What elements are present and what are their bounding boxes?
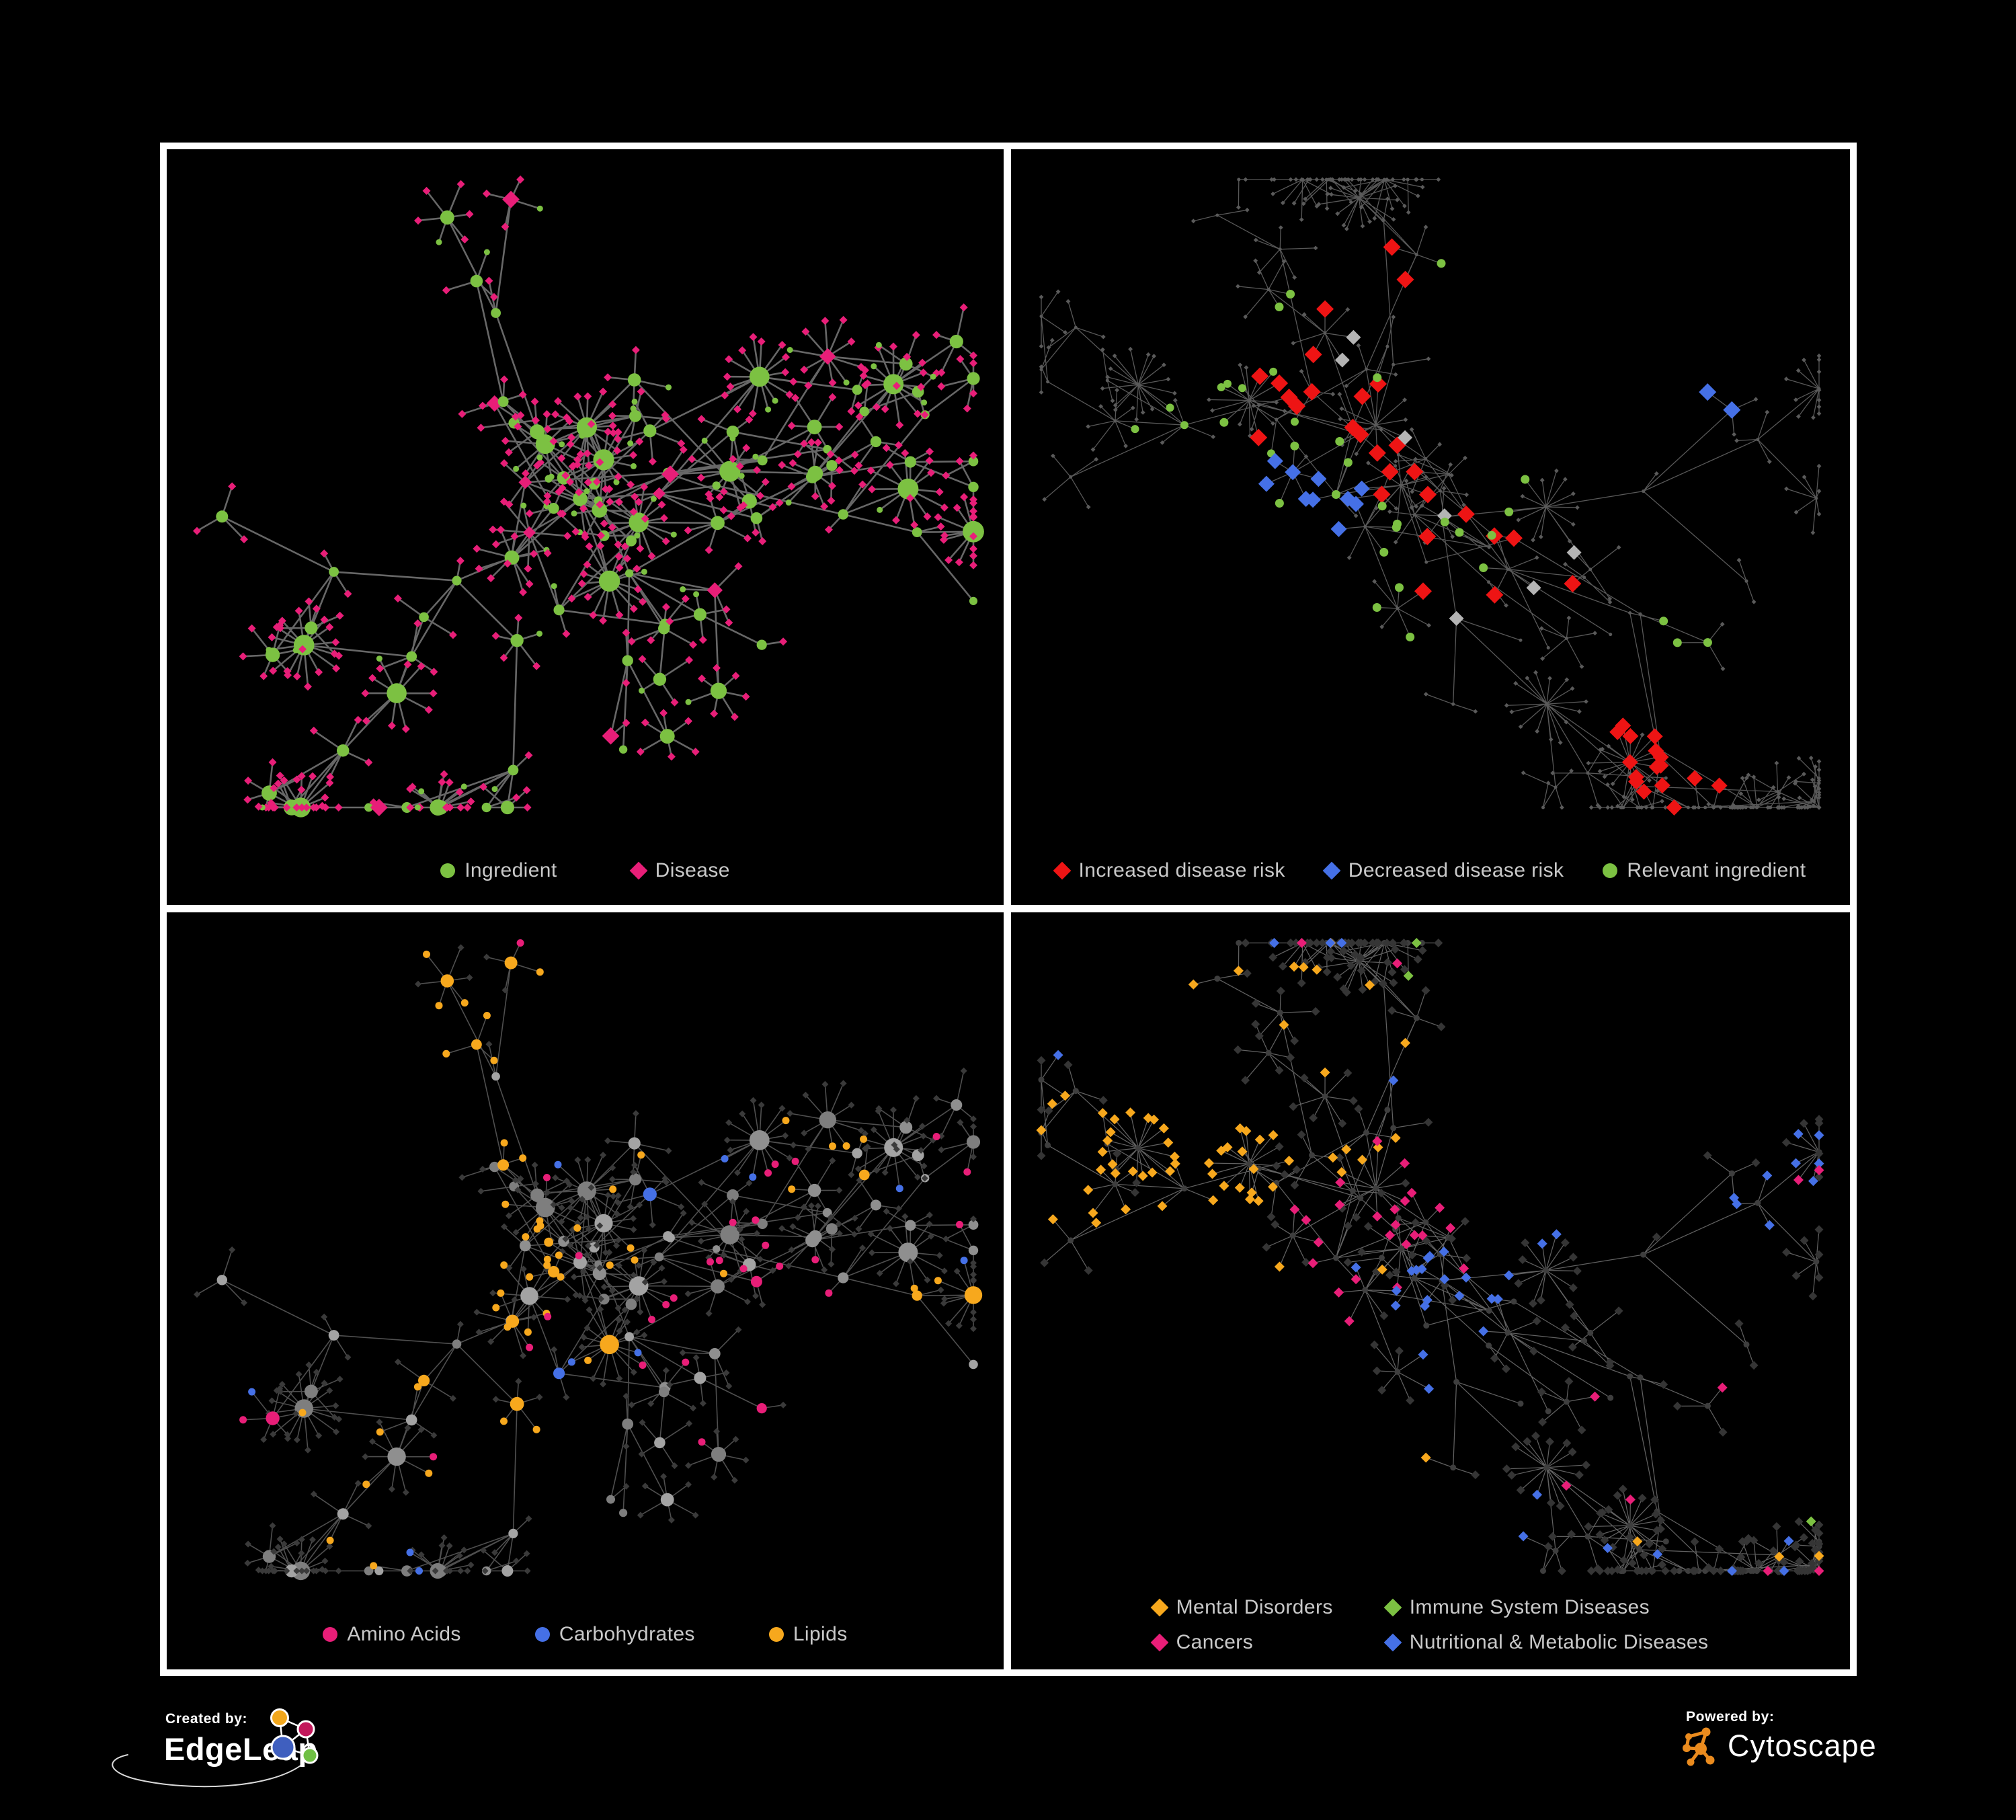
circle-marker-icon: [1603, 863, 1618, 878]
legend-label: Disease: [655, 859, 730, 881]
legend-label: Carbohydrates: [559, 1623, 695, 1645]
cytoscape-brand-row: Cytoscape: [1682, 1725, 1877, 1767]
legend-label: Ingredient: [465, 859, 557, 881]
legend-item: Ingredient: [440, 859, 557, 882]
legend-disease-categories: Mental Disorders Immune System Diseases Ca…: [1011, 1596, 1849, 1654]
diamond-marker-icon: [1383, 1633, 1402, 1652]
powered-by-label: Powered by:: [1686, 1709, 1775, 1725]
legend-disease-risk: Increased disease risk Decreased disease …: [1011, 859, 1849, 882]
legend-item: Relevant ingredient: [1603, 859, 1806, 882]
legend-label: Immune System Diseases: [1409, 1596, 1650, 1618]
network-canvas-ingredient-disease: [193, 175, 984, 818]
circle-marker-icon: [323, 1627, 338, 1642]
legend-item: Nutritional & Metabolic Diseases: [1383, 1631, 1709, 1654]
edgeleap-brand: EdgeLeap: [164, 1731, 318, 1767]
network-canvas-macronutrients: [194, 939, 983, 1581]
legend-item: Carbohydrates: [534, 1623, 695, 1646]
legend-item: Increased disease risk: [1053, 859, 1285, 882]
legend-item: Immune System Diseases: [1383, 1596, 1709, 1619]
circle-marker-icon: [768, 1627, 784, 1642]
network-canvas-disease-categories: [1036, 938, 1824, 1576]
circle-marker-icon: [440, 863, 456, 878]
diamond-marker-icon: [1150, 1598, 1168, 1617]
panel-macronutrients: Amino Acids Carbohydrates Lipids: [167, 912, 1004, 1669]
circle-marker-icon: [534, 1627, 550, 1642]
diamond-marker-icon: [1383, 1598, 1402, 1617]
cytoscape-logo-icon: [1683, 1727, 1715, 1766]
legend-label: Increased disease risk: [1078, 859, 1285, 881]
legend-label: Nutritional & Metabolic Diseases: [1409, 1631, 1709, 1653]
diamond-marker-icon: [1322, 861, 1341, 880]
created-by-label: Created by:: [165, 1711, 248, 1727]
panel-disease-categories: Mental Disorders Immune System Diseases Ca…: [1011, 912, 1849, 1669]
panel-ingredient-disease: Ingredient Disease: [167, 149, 1004, 905]
legend-label: Cancers: [1176, 1631, 1254, 1653]
legend-ingredient-disease: Ingredient Disease: [167, 859, 1004, 882]
legend-label: Decreased disease risk: [1348, 859, 1564, 881]
grid-divider-horizontal: [160, 905, 1857, 912]
legend-item: Lipids: [768, 1623, 848, 1646]
legend-label: Amino Acids: [347, 1623, 461, 1645]
diamond-marker-icon: [1150, 1633, 1168, 1652]
legend-macronutrients: Amino Acids Carbohydrates Lipids: [167, 1623, 1004, 1646]
legend-item: Disease: [629, 859, 730, 882]
legend-label: Relevant ingredient: [1627, 859, 1806, 881]
network-canvas-disease-risk: [1039, 177, 1822, 816]
panel-disease-risk: Increased disease risk Decreased disease …: [1011, 149, 1849, 905]
diamond-marker-icon: [629, 861, 648, 880]
cytoscape-brand: Cytoscape: [1728, 1729, 1877, 1763]
legend-item: Amino Acids: [323, 1623, 460, 1646]
legend-label: Lipids: [793, 1623, 848, 1645]
legend-item: Decreased disease risk: [1322, 859, 1564, 882]
legend-item: Mental Disorders: [1150, 1596, 1333, 1619]
legend-label: Mental Disorders: [1176, 1596, 1333, 1618]
legend-item: Cancers: [1150, 1631, 1333, 1654]
diamond-marker-icon: [1053, 861, 1071, 880]
